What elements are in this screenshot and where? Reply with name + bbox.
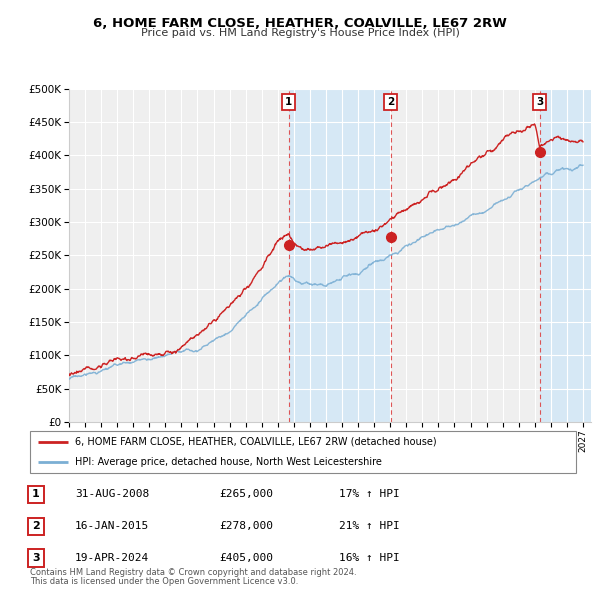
Text: 1: 1	[32, 490, 40, 499]
Text: 1: 1	[285, 97, 292, 107]
Text: Price paid vs. HM Land Registry's House Price Index (HPI): Price paid vs. HM Land Registry's House …	[140, 28, 460, 38]
Text: HPI: Average price, detached house, North West Leicestershire: HPI: Average price, detached house, Nort…	[75, 457, 382, 467]
Bar	[539, 88, 591, 422]
Text: £265,000: £265,000	[219, 490, 273, 499]
Text: 16% ↑ HPI: 16% ↑ HPI	[339, 553, 400, 563]
Text: 6, HOME FARM CLOSE, HEATHER, COALVILLE, LE67 2RW (detached house): 6, HOME FARM CLOSE, HEATHER, COALVILLE, …	[75, 437, 436, 447]
Text: 19-APR-2024: 19-APR-2024	[75, 553, 149, 563]
Text: 21% ↑ HPI: 21% ↑ HPI	[339, 522, 400, 531]
Text: 31-AUG-2008: 31-AUG-2008	[75, 490, 149, 499]
Text: This data is licensed under the Open Government Licence v3.0.: This data is licensed under the Open Gov…	[30, 578, 298, 586]
FancyBboxPatch shape	[30, 431, 576, 473]
Text: 16-JAN-2015: 16-JAN-2015	[75, 522, 149, 531]
Text: Contains HM Land Registry data © Crown copyright and database right 2024.: Contains HM Land Registry data © Crown c…	[30, 568, 356, 577]
Bar	[539, 88, 591, 422]
Text: 2: 2	[387, 97, 395, 107]
Text: 3: 3	[32, 553, 40, 563]
Text: 2: 2	[32, 522, 40, 531]
Text: 17% ↑ HPI: 17% ↑ HPI	[339, 490, 400, 499]
Text: £405,000: £405,000	[219, 553, 273, 563]
Text: 6, HOME FARM CLOSE, HEATHER, COALVILLE, LE67 2RW: 6, HOME FARM CLOSE, HEATHER, COALVILLE, …	[93, 17, 507, 30]
Text: 3: 3	[536, 97, 543, 107]
Text: £278,000: £278,000	[219, 522, 273, 531]
Bar	[289, 88, 391, 422]
